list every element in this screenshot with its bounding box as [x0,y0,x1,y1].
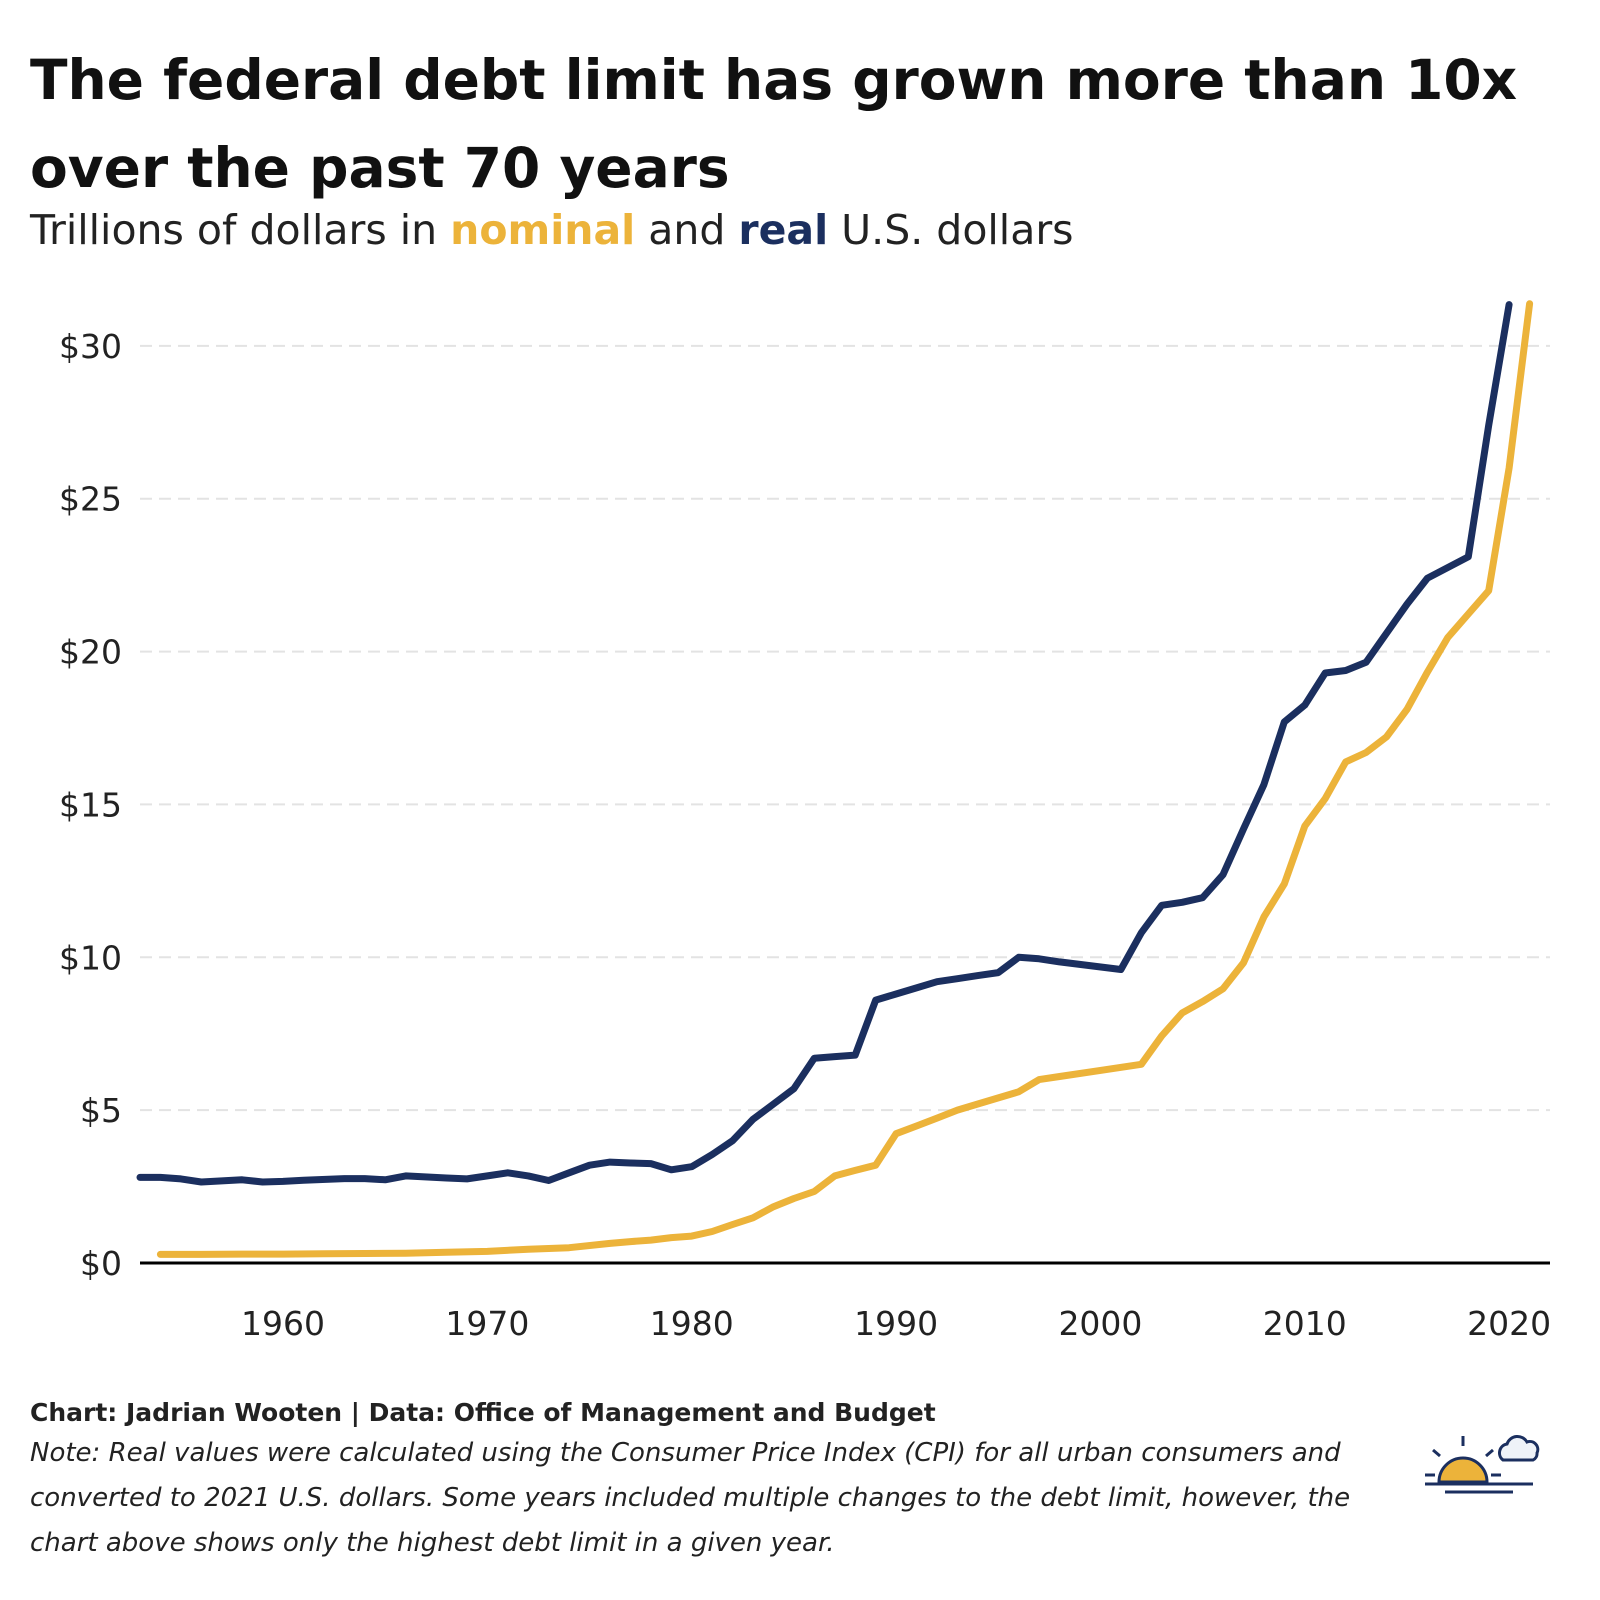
chart-subtitle: Trillions of dollars in nominal and real… [30,206,1074,254]
y-tick-label: $30 [59,327,122,366]
subtitle-nominal: nominal [450,206,636,254]
x-axis-ticks: 1960 1970 1980 1990 2000 2010 2020 [241,1304,1551,1343]
x-tick-label: 1960 [241,1304,325,1343]
subtitle-middle: and [635,206,739,254]
x-tick-label: 2020 [1467,1304,1551,1343]
line-chart: $0 $5 $10 $15 $20 $25 $30 1960 1970 1980 1990 2000… [59,300,1551,1343]
chart-footer: Chart: Jadrian Wooten | Data: Office of … [30,1398,1370,1566]
subtitle-prefix: Trillions of dollars in [30,206,451,254]
grid-lines [140,344,1550,1112]
y-tick-label: $20 [59,633,122,672]
chart-title: The federal debt limit has grown more th… [30,48,1518,200]
x-tick-label: 1970 [445,1304,529,1343]
subtitle-real: real [738,206,829,254]
y-tick-label: $25 [59,480,122,519]
y-tick-label: $15 [59,785,122,824]
series-line-nominal [156,300,1534,1258]
y-tick-label: $0 [80,1244,122,1283]
x-tick-label: 1990 [854,1304,938,1343]
y-axis-ticks: $0 $5 $10 $15 $20 $25 $30 [59,327,122,1283]
chart-note: Note: Real values were calculated using … [30,1438,1351,1558]
x-tick-label: 2010 [1263,1304,1347,1343]
x-tick-label: 2000 [1058,1304,1142,1343]
series-line-real [136,301,1513,1186]
subtitle-suffix: U.S. dollars [828,206,1074,254]
chart-credit: Chart: Jadrian Wooten | Data: Office of … [30,1398,936,1427]
series-lines [136,300,1534,1258]
y-tick-label: $10 [59,938,122,977]
sunrise-cloud-icon [1425,1435,1540,1494]
x-tick-label: 1980 [650,1304,734,1343]
y-tick-label: $5 [80,1091,122,1130]
